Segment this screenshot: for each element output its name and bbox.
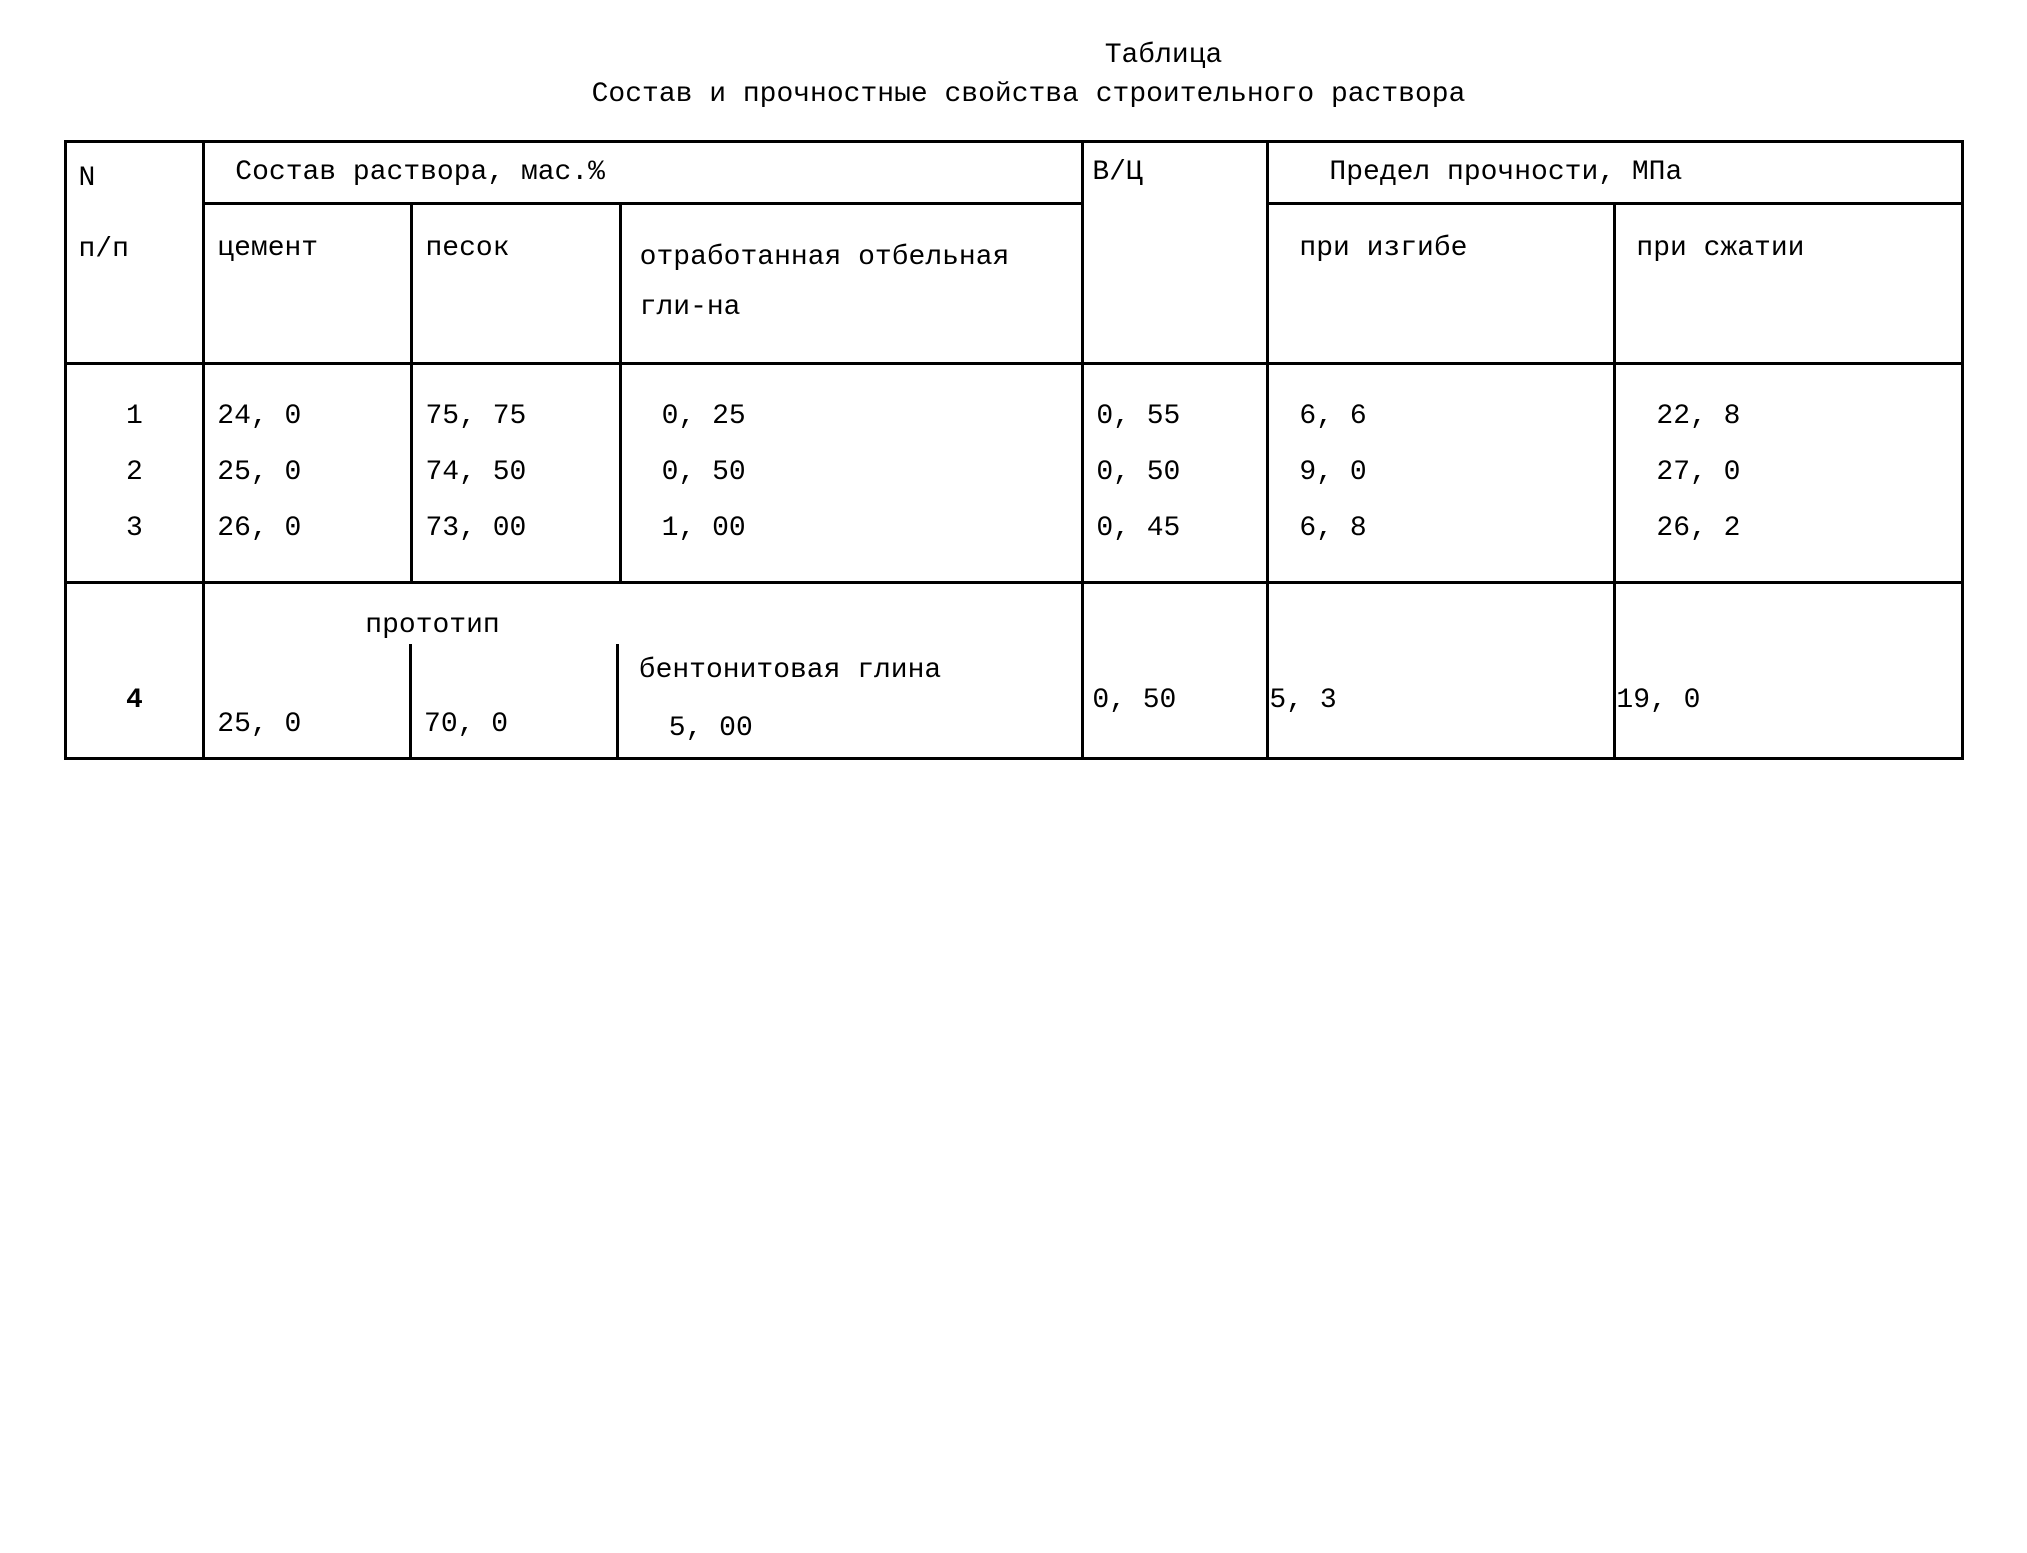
col-header-composition-group: Состав раствора, мас.% (204, 142, 1083, 204)
cell-vts: 0, 55 0, 50 0, 45 (1083, 363, 1268, 582)
table-row: 1 2 3 24, 0 25, 0 26, 0 75, 75 74, 50 73… (65, 363, 1962, 582)
document-container: Таблица Состав и прочностные свойства ст… (64, 40, 1964, 760)
col-header-cement: цемент (204, 204, 412, 364)
data-table: N п/п Состав раствора, мас.% В/Ц Предел … (64, 140, 1964, 760)
col-header-strength-group: Предел прочности, МПа (1268, 142, 1962, 204)
col-header-clay: отработанная отбельная гли-на (620, 204, 1083, 364)
n-bottom: п/п (79, 234, 193, 265)
cell-compress: 22, 8 27, 0 26, 2 (1615, 363, 1962, 582)
table-label: Таблица (64, 40, 1964, 71)
col-header-vts: В/Ц (1083, 142, 1268, 364)
cell-n: 4 (65, 582, 204, 758)
table-row-prototype: 4 прототип 25, 0 70, 0 бентонито (65, 582, 1962, 758)
cell-cement: 24, 0 25, 0 26, 0 (204, 363, 412, 582)
cell-bend: 6, 6 9, 0 6, 8 (1268, 363, 1615, 582)
col-header-sand: песок (412, 204, 620, 364)
cell-compress: 19, 0 (1615, 582, 1962, 758)
col-header-bend: при изгибе (1268, 204, 1615, 364)
document-title: Состав и прочностные свойства строительн… (64, 79, 1964, 110)
cell-sand: 75, 75 74, 50 73, 00 (412, 363, 620, 582)
col-header-n: N п/п (65, 142, 204, 364)
header-row-1: N п/п Состав раствора, мас.% В/Ц Предел … (65, 142, 1962, 204)
cell-composition-prototype: прототип 25, 0 70, 0 бентонитовая глина … (204, 582, 1083, 758)
proto-sand: 70, 0 (412, 644, 619, 757)
proto-cement: 25, 0 (205, 644, 412, 757)
cell-clay: 0, 25 0, 50 1, 00 (620, 363, 1083, 582)
cell-vts: 0, 50 (1083, 582, 1268, 758)
col-header-compress: при сжатии (1615, 204, 1962, 364)
prototype-label: прототип (365, 598, 499, 654)
cell-n: 1 2 3 (65, 363, 204, 582)
cell-bend: 5, 3 (1268, 582, 1615, 758)
n-top: N (79, 163, 193, 194)
proto-clay: бентонитовая глина 5, 00 (619, 644, 1082, 757)
header-row-2: цемент песок отработанная отбельная гли-… (65, 204, 1962, 364)
